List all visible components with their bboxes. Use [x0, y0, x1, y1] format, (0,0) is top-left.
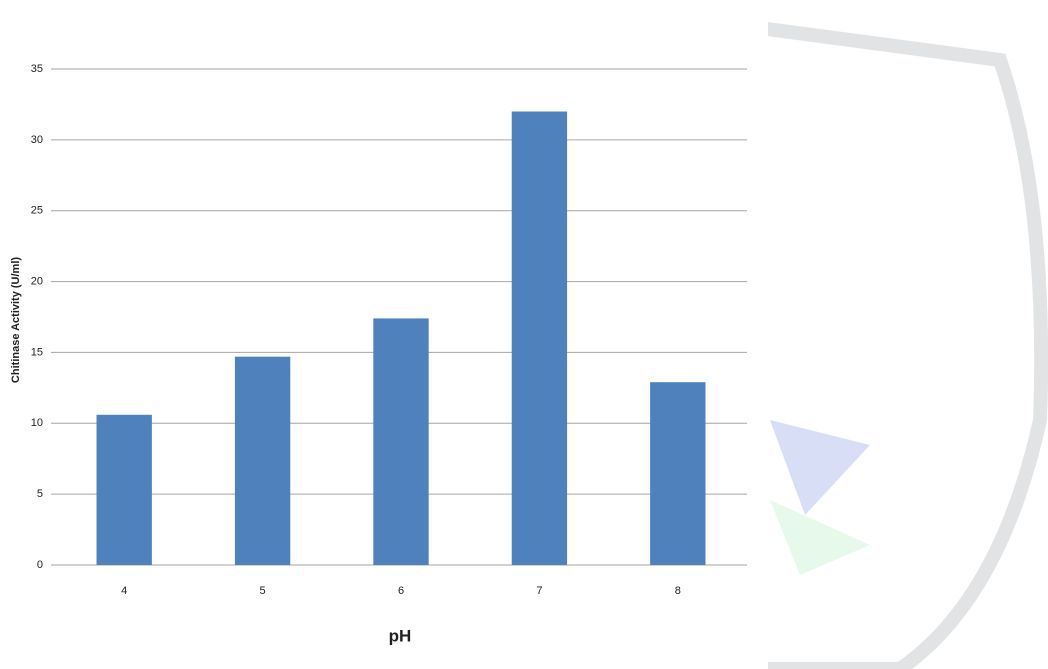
bar: [650, 382, 706, 565]
x-axis-label: pH: [389, 626, 412, 645]
watermark-shield: [697, 13, 1048, 669]
y-tick-label: 0: [37, 559, 43, 571]
watermark-shape: [770, 420, 870, 515]
y-tick-label: 30: [31, 134, 43, 146]
watermark-shape: [770, 500, 870, 575]
bar: [511, 111, 568, 565]
y-axis-label: Chitinase Activity (U/ml): [10, 257, 22, 383]
x-tick-label: 5: [260, 585, 266, 597]
x-tick-label: 7: [536, 585, 542, 597]
y-tick-label: 5: [37, 488, 43, 500]
y-tick-label: 20: [31, 275, 43, 287]
y-tick-label: 10: [31, 417, 43, 429]
x-tick-label: 4: [121, 585, 127, 597]
x-tick-label: 8: [675, 585, 681, 597]
bar: [234, 356, 291, 565]
bar: [96, 414, 152, 565]
axes: 0 5 10 15 20 25 30 35 4 5 6 7 8: [31, 63, 747, 597]
y-tick-label: 25: [31, 205, 43, 217]
bar: [373, 318, 429, 565]
x-tick-label: 6: [398, 585, 404, 597]
y-tick-label: 35: [31, 63, 43, 75]
y-tick-label: 15: [31, 346, 43, 358]
watermark: [697, 13, 1048, 669]
